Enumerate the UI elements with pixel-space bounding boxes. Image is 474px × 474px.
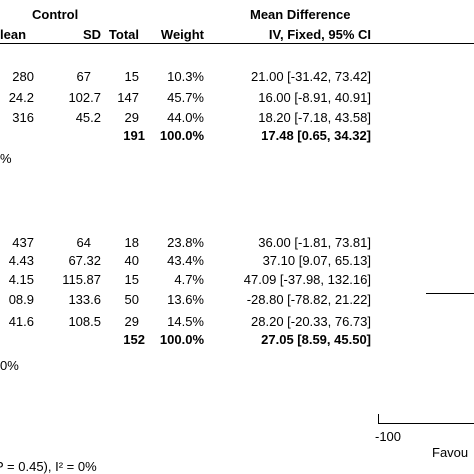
overall-heterogeneity: P = 0.45), I² = 0% <box>0 459 97 474</box>
weight-cell: 44.0% <box>167 110 204 125</box>
subtotal-total: 152 <box>123 332 145 347</box>
header-rule <box>0 43 474 44</box>
total-cell: 50 <box>124 292 139 307</box>
mean-cell: 437 <box>12 235 34 250</box>
total-cell: 15 <box>124 69 139 84</box>
weight-cell: 45.7% <box>167 90 204 105</box>
subtotal-ci: 17.48 [0.65, 34.32] <box>261 128 371 143</box>
subtotal-total: 191 <box>123 128 145 143</box>
ci-cell: 47.09 [-37.98, 132.16] <box>243 272 371 287</box>
col-sd-header: SD <box>82 27 101 42</box>
total-cell: 147 <box>117 90 139 105</box>
weight-cell: 23.8% <box>167 235 204 250</box>
weight-cell: 14.5% <box>167 314 204 329</box>
mean-cell: 08.9 <box>8 292 34 307</box>
weight-cell: 4.7% <box>174 272 204 287</box>
control-group-header: Control <box>32 7 79 22</box>
weight-cell: 10.3% <box>167 69 204 84</box>
mean-cell: 4.43 <box>8 253 34 268</box>
ci-cell: 36.00 [-1.81, 73.81] <box>258 235 371 250</box>
ci-cell: 28.20 [-20.33, 76.73] <box>251 314 371 329</box>
sd-cell: 133.6 <box>68 292 101 307</box>
sd-cell: 115.87 <box>62 272 101 287</box>
heterogeneity-fragment: % <box>0 151 12 166</box>
ci-cell: -28.80 [-78.82, 21.22] <box>246 292 371 307</box>
mean-cell: 280 <box>12 69 34 84</box>
sd-cell: 45.2 <box>75 110 101 125</box>
heterogeneity-fragment: 0% <box>0 358 19 373</box>
sd-cell: 102.7 <box>68 90 101 105</box>
subtotal-weight: 100.0% <box>159 128 204 143</box>
ci-cell: 37.10 [9.07, 65.13] <box>262 253 371 268</box>
col-method-header: IV, Fixed, 95% CI <box>268 27 371 42</box>
ci-cell: 16.00 [-8.91, 40.91] <box>258 90 371 105</box>
x-axis-tick <box>378 414 379 424</box>
sd-cell: 64 <box>76 235 91 250</box>
favours-label: Favou <box>432 445 469 460</box>
sd-cell: 108.5 <box>68 314 101 329</box>
col-total-header: Total <box>108 27 139 42</box>
sd-cell: 67.32 <box>68 253 101 268</box>
mean-cell: 41.6 <box>8 314 34 329</box>
mean-cell: 316 <box>12 110 34 125</box>
ci-line <box>426 293 474 294</box>
x-axis-line <box>378 423 474 424</box>
total-cell: 15 <box>124 272 139 287</box>
total-cell: 29 <box>124 314 139 329</box>
total-cell: 40 <box>124 253 139 268</box>
ci-cell: 18.20 [-7.18, 43.58] <box>258 110 371 125</box>
col-mean-header: lean <box>0 27 27 42</box>
col-weight-header: Weight <box>160 27 204 42</box>
mean-difference-header: Mean Difference <box>250 7 351 22</box>
weight-cell: 43.4% <box>167 253 204 268</box>
mean-cell: 24.2 <box>8 90 34 105</box>
subtotal-ci: 27.05 [8.59, 45.50] <box>261 332 371 347</box>
total-cell: 29 <box>124 110 139 125</box>
total-cell: 18 <box>124 235 139 250</box>
mean-cell: 4.15 <box>8 272 34 287</box>
x-axis-tick-label: -100 <box>375 429 402 444</box>
ci-cell: 21.00 [-31.42, 73.42] <box>251 69 371 84</box>
weight-cell: 13.6% <box>167 292 204 307</box>
sd-cell: 67 <box>76 69 91 84</box>
subtotal-weight: 100.0% <box>159 332 204 347</box>
